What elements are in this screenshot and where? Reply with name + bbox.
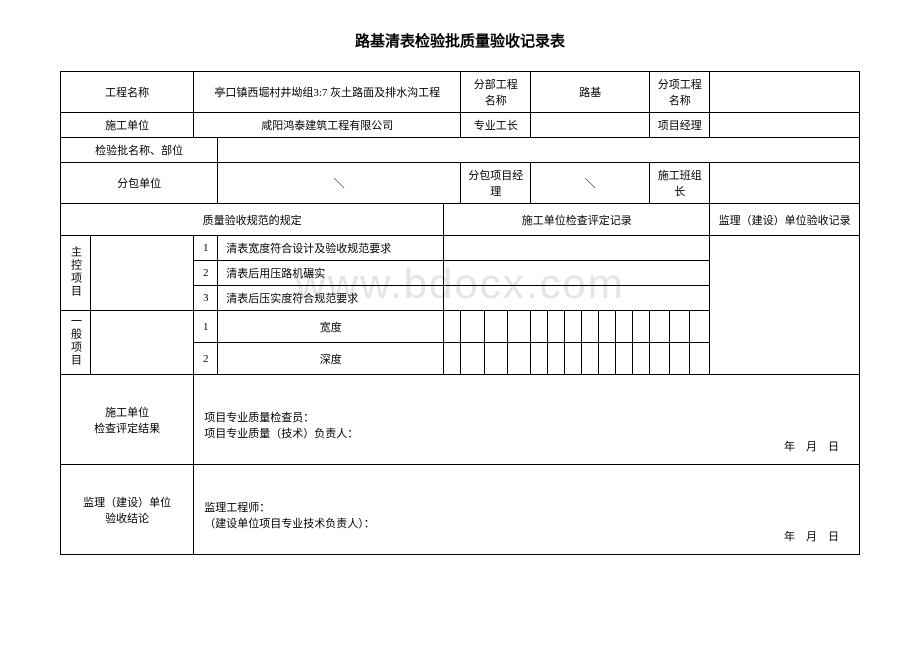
dc9 — [599, 343, 616, 375]
dc14 — [690, 343, 710, 375]
gc9 — [599, 311, 616, 343]
label-subpart: 分部工程 名称 — [461, 72, 531, 113]
label-general-items: 一般项目 — [61, 311, 91, 375]
label-team-leader: 施工班组长 — [650, 163, 710, 204]
gc11 — [633, 311, 650, 343]
val-subcontract-pm: ＼ — [531, 163, 650, 204]
gc1 — [444, 311, 461, 343]
label-pm: 项目经理 — [650, 113, 710, 138]
item1-check — [444, 236, 710, 261]
gc2 — [461, 311, 484, 343]
supervise-content: 监理工程师： （建设单位项目专业技术负责人）： 年 月 日 — [194, 465, 860, 555]
val-project-name: 亭口镇西堀村井坳组3:7 灰土路面及排水沟工程 — [194, 72, 461, 113]
num-1: 1 — [194, 236, 218, 261]
label-project-name: 工程名称 — [61, 72, 194, 113]
item2-check — [444, 261, 710, 286]
val-construction-unit: 咸阳鸿泰建筑工程有限公司 — [194, 113, 461, 138]
item2: 清表后用压路机碾实 — [218, 261, 444, 286]
label-subcontract-pm: 分包项目经理 — [461, 163, 531, 204]
label-check-record: 施工单位检查评定记录 — [444, 204, 710, 236]
gnum-2: 2 — [194, 343, 218, 375]
dc3 — [484, 343, 507, 375]
dc12 — [650, 343, 670, 375]
label-main-items: 主控项目 — [61, 236, 91, 311]
dc10 — [616, 343, 633, 375]
gc3 — [484, 311, 507, 343]
val-batch — [218, 138, 860, 163]
label-subcontract: 分包单位 — [61, 163, 218, 204]
gc8 — [582, 311, 599, 343]
val-foreman — [531, 113, 650, 138]
val-subitem — [710, 72, 860, 113]
label-supervise-record: 监理（建设）单位验收记录 — [710, 204, 860, 236]
gen-width: 宽度 — [218, 311, 444, 343]
item3-check — [444, 286, 710, 311]
val-team-leader — [710, 163, 860, 204]
inspection-table: 工程名称 亭口镇西堀村井坳组3:7 灰土路面及排水沟工程 分部工程 名称 路基 … — [60, 71, 860, 555]
dc2 — [461, 343, 484, 375]
general-blank — [91, 311, 194, 375]
constr-result-content: 项目专业质量检查员： 项目专业质量（技术）负责人： 年 月 日 — [194, 375, 860, 465]
gc4 — [507, 311, 530, 343]
val-subpart: 路基 — [531, 72, 650, 113]
gc6 — [548, 311, 565, 343]
gc7 — [565, 311, 582, 343]
item3: 清表后压实度符合规范要求 — [218, 286, 444, 311]
item1: 清表宽度符合设计及验收规范要求 — [218, 236, 444, 261]
num-2: 2 — [194, 261, 218, 286]
dc6 — [548, 343, 565, 375]
label-quality-spec: 质量验收规范的规定 — [61, 204, 444, 236]
dc4 — [507, 343, 530, 375]
label-constr-result: 施工单位 检查评定结果 — [61, 375, 194, 465]
val-pm — [710, 113, 860, 138]
gen-depth: 深度 — [218, 343, 444, 375]
gc10 — [616, 311, 633, 343]
gc5 — [531, 311, 548, 343]
dc8 — [582, 343, 599, 375]
dc1 — [444, 343, 461, 375]
gc13 — [670, 311, 690, 343]
gnum-1: 1 — [194, 311, 218, 343]
label-supervise-conclusion: 监理（建设）单位 验收结论 — [61, 465, 194, 555]
val-subcontract: ＼ — [218, 163, 461, 204]
supervise-col — [710, 236, 860, 375]
gc14 — [690, 311, 710, 343]
label-subitem: 分项工程名称 — [650, 72, 710, 113]
main-blank — [91, 236, 194, 311]
label-construction-unit: 施工单位 — [61, 113, 194, 138]
gc12 — [650, 311, 670, 343]
label-batch: 检验批名称、部位 — [61, 138, 218, 163]
page-title: 路基清表检验批质量验收记录表 — [60, 30, 860, 51]
dc7 — [565, 343, 582, 375]
dc5 — [531, 343, 548, 375]
label-foreman: 专业工长 — [461, 113, 531, 138]
num-3: 3 — [194, 286, 218, 311]
dc13 — [670, 343, 690, 375]
dc11 — [633, 343, 650, 375]
